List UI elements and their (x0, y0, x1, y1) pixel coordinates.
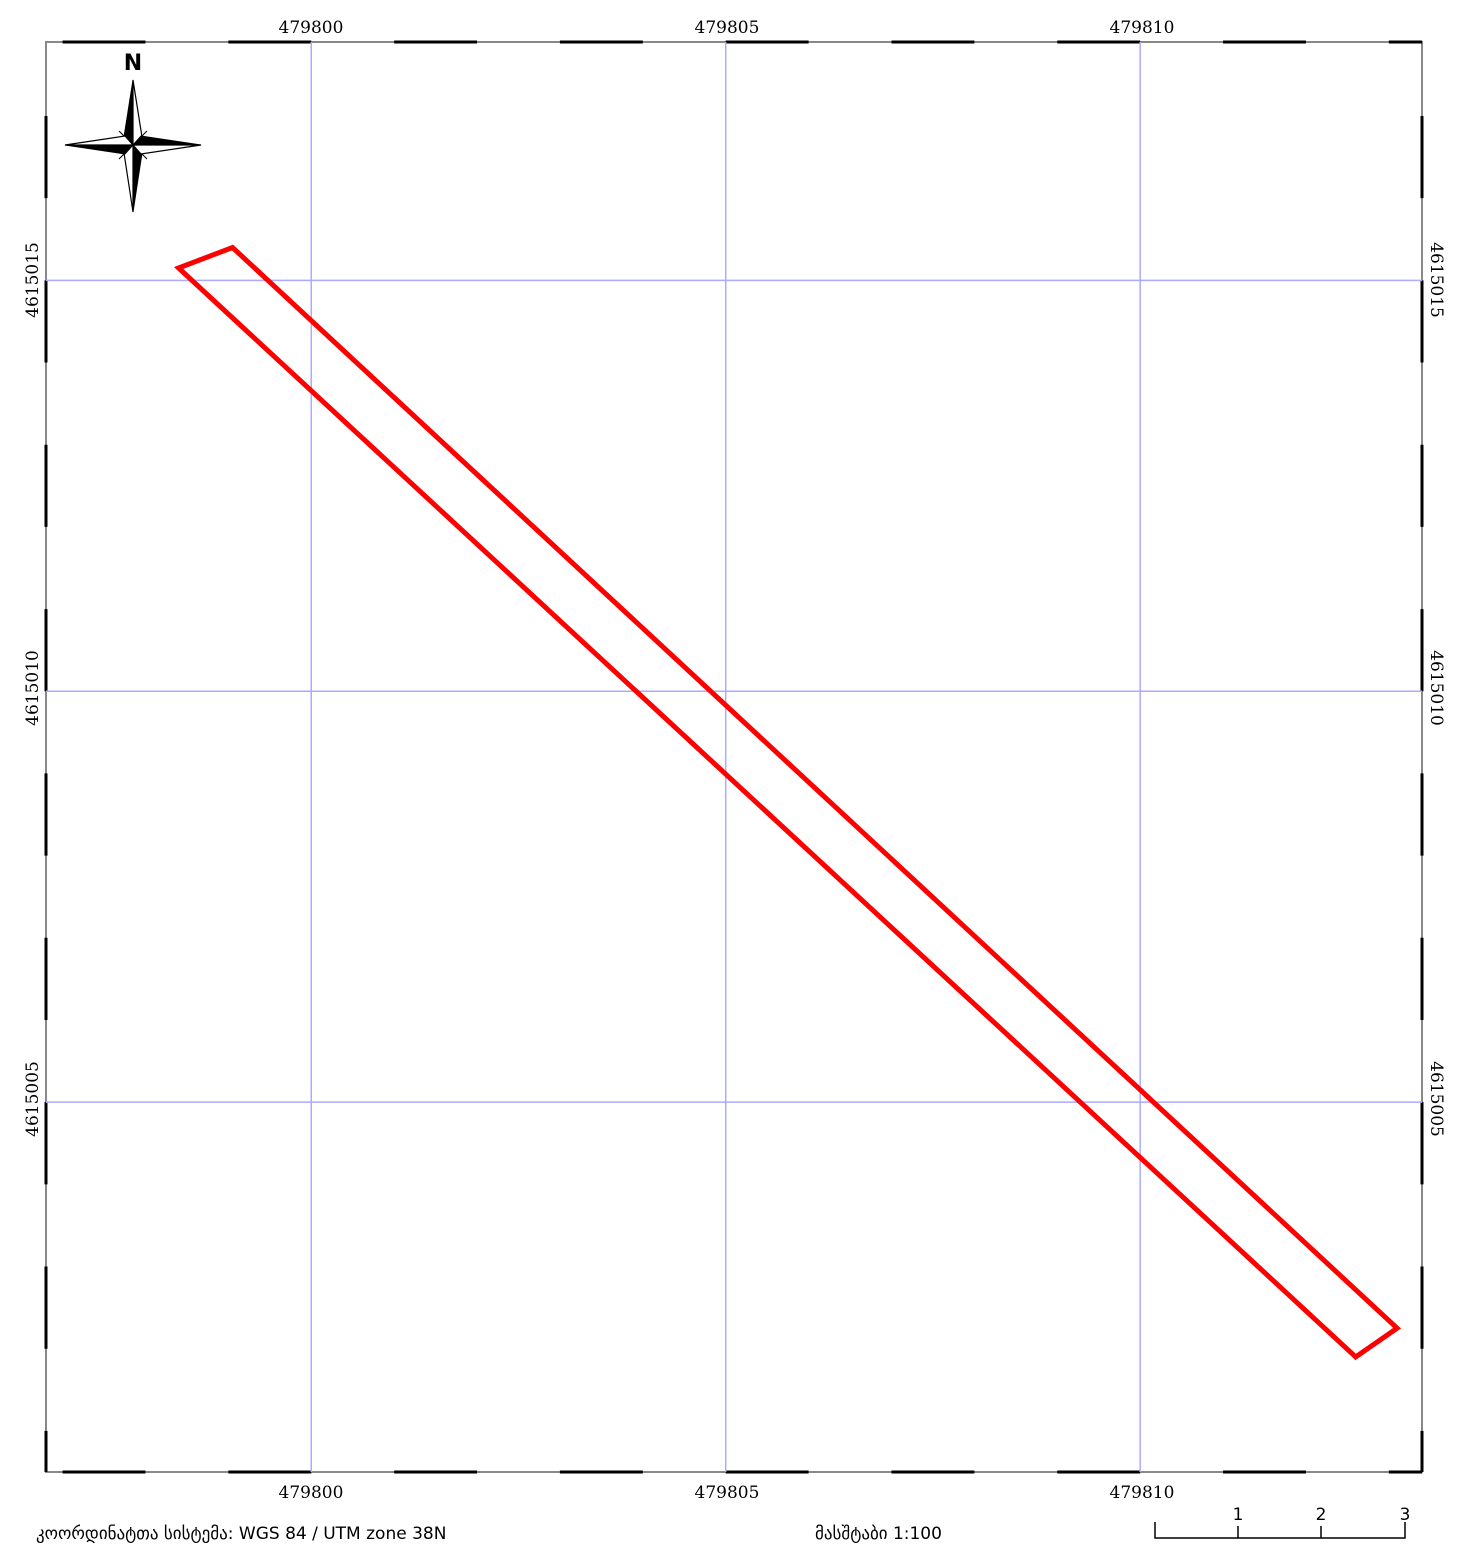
easting-label-bottom: 479810 (1110, 1483, 1175, 1503)
easting-labels-top: 479800 479805 479810 (279, 18, 1175, 38)
crs-label: კოორდინატთა სისტემა: WGS 84 / UTM zone 3… (36, 1524, 446, 1544)
northing-label-left: 4615015 (23, 242, 43, 318)
scale-bar-tick-label: 1 (1233, 1505, 1244, 1525)
northing-label-right: 4615015 (1426, 242, 1446, 318)
easting-label-bottom: 479800 (279, 1483, 344, 1503)
scale-bar: 1 2 3 (1154, 1505, 1411, 1539)
map-frame (44, 40, 1424, 1474)
easting-label-top: 479810 (1110, 18, 1175, 38)
north-arrow: N (64, 51, 202, 213)
easting-label-bottom: 479805 (695, 1483, 760, 1503)
northing-label-left: 4615005 (23, 1061, 43, 1137)
scale-bar-tick-label: 2 (1316, 1505, 1327, 1525)
map-frame-border (45, 41, 1423, 1473)
parcel-polygon[interactable] (173, 244, 1402, 1361)
north-arrow-label: N (124, 51, 142, 76)
northing-labels-right: 4615015 4615010 4615005 (1426, 242, 1446, 1137)
frame-tick-dashes (44, 40, 1424, 1474)
scale-label: მასშტაბი 1:100 (815, 1524, 942, 1544)
northing-label-right: 4615010 (1426, 650, 1446, 726)
easting-label-top: 479800 (279, 18, 344, 38)
coordinate-grid (46, 42, 1422, 1472)
compass-rose-icon (64, 79, 202, 213)
scale-bar-line (1154, 1522, 1406, 1539)
northing-labels-left: 4615015 4615010 4615005 (23, 242, 43, 1137)
northing-label-right: 4615005 (1426, 1061, 1446, 1137)
easting-labels-bottom: 479800 479805 479810 (279, 1483, 1175, 1503)
easting-label-top: 479805 (695, 18, 760, 38)
scale-bar-tick-label: 3 (1400, 1505, 1411, 1525)
northing-label-left: 4615010 (23, 650, 43, 726)
